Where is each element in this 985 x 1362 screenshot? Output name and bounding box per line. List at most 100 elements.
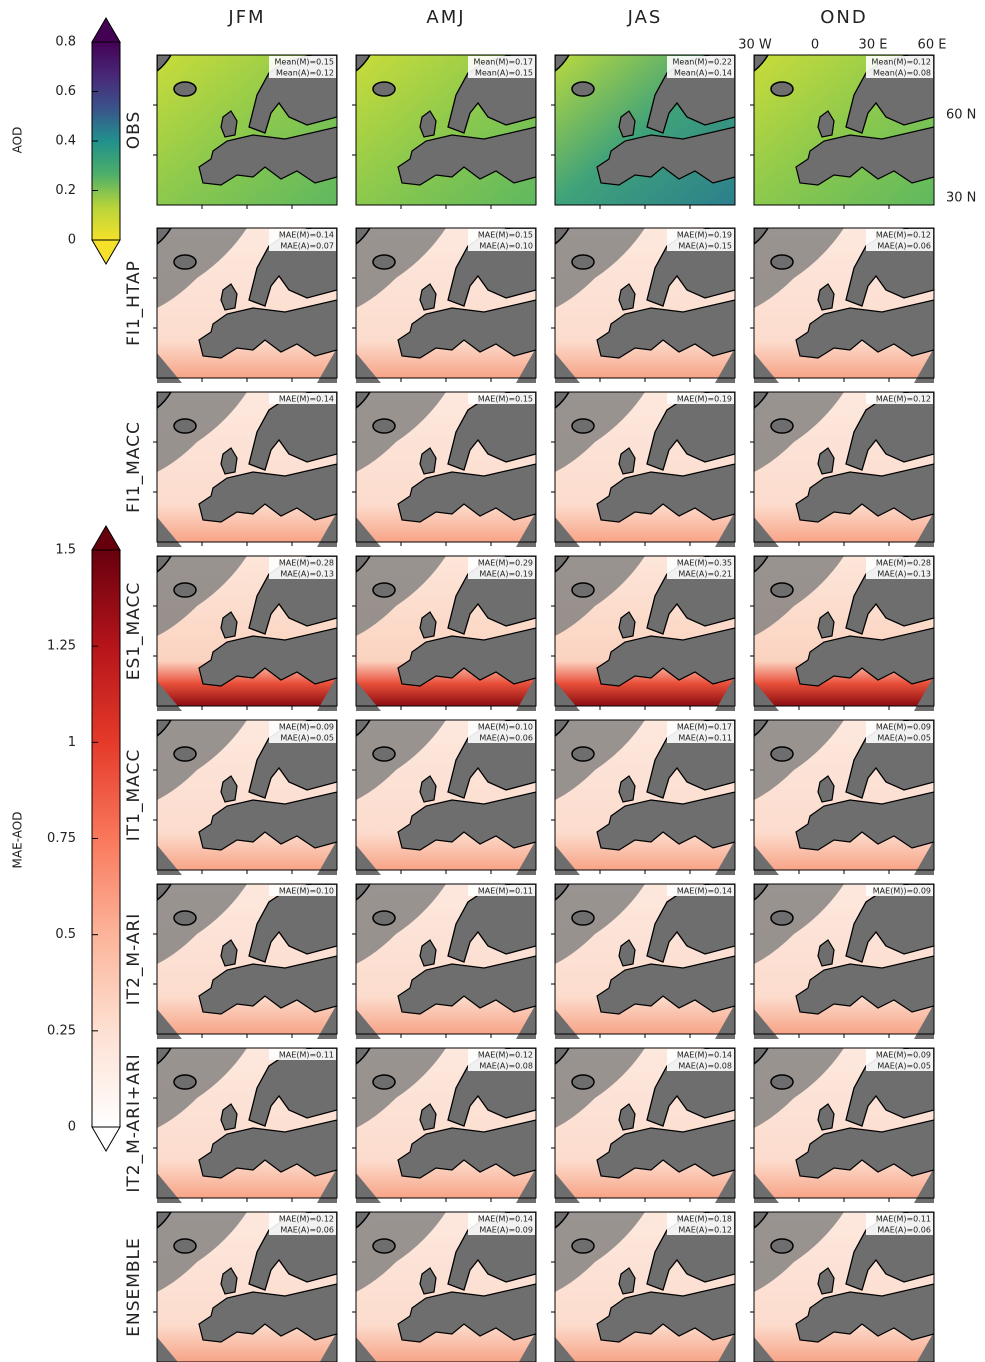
domain-edge (356, 840, 536, 875)
domain-edge (555, 348, 735, 383)
map-content (356, 55, 536, 205)
stats-label: MAE(A)=0.07 (280, 242, 334, 251)
longitude-label: 60 E (918, 38, 947, 53)
colorbar-tick-label: 0.5 (55, 927, 76, 942)
stats-box (667, 56, 734, 78)
latitude-label: 60 N (946, 108, 976, 123)
domain-edge (157, 1004, 337, 1039)
colorbar-tick-label: 1.25 (47, 639, 76, 654)
domain-edge (555, 1168, 735, 1203)
stats-label: MAE(M)=0.18 (677, 1215, 732, 1224)
domain-edge (555, 676, 735, 711)
map-panel: MAE(M)=0.12 MAE(A)=0.06 (153, 1211, 338, 1362)
stats-label: MAE(M)=0.12 (279, 1215, 334, 1224)
stats-label: MAE(A)=0.12 (678, 1226, 732, 1235)
colorbar-extend-bottom (91, 239, 121, 265)
map-content (157, 1212, 337, 1362)
domain-edge (356, 1004, 536, 1039)
map-content (754, 228, 934, 383)
map-content (555, 884, 735, 1039)
no-data-area (157, 1212, 247, 1292)
map-content (356, 1212, 536, 1362)
colorbar-extend-top (91, 17, 121, 43)
stats-box (468, 721, 535, 743)
row-title: IT2_M-ARI (124, 913, 144, 1006)
stats-label: MAE(M)=0.11 (279, 1051, 334, 1060)
no-data-area (157, 884, 247, 964)
map-panel: Mean(M)=0.17 Mean(A)=0.15 (352, 54, 537, 209)
no-data-area (754, 884, 844, 964)
domain-edge (754, 676, 934, 711)
stats-label: MAE(M)=0.09 (876, 1051, 931, 1060)
domain-edge (754, 1004, 934, 1039)
map-content (754, 1048, 934, 1203)
stats-label: MAE(M)=0.14 (677, 887, 732, 896)
panel-grid: JFM AMJ JAS OND 30 W 0 30 E 60 E 60 N 30 N OBS Mean… (11, 7, 976, 1362)
map-panel: MAE(M)=0.28 MAE(A)=0.13 (750, 555, 935, 711)
map-panel: MAE(M)=0.09 MAE(A)=0.05 (750, 719, 935, 875)
map-panel: MAE(M)=0.14 MAE(A)=0.08 (551, 1047, 736, 1203)
map-content (157, 55, 337, 205)
map-panel: MAE(M)=0.11 (352, 883, 537, 1039)
map-content (555, 392, 735, 547)
map-panel: MAE(M)=0.29 MAE(A)=0.19 (352, 555, 537, 711)
domain-edge (754, 1332, 934, 1362)
no-data-area (157, 720, 247, 800)
map-content (157, 556, 337, 711)
no-data-area (555, 720, 645, 800)
domain-edge (157, 1332, 337, 1362)
colorbar-label: MAE-AOD (11, 812, 25, 869)
no-data-area (157, 228, 247, 308)
colorbar-tick-label: 1 (68, 735, 76, 750)
map-panel: MAE(M)=0.14 MAE(A)=0.07 (153, 227, 338, 383)
stats-label: MAE(M)=0.11 (876, 1215, 931, 1224)
stats-box (269, 1049, 336, 1060)
map-panel: MAE(M)=0.15 MAE(A)=0.10 (352, 227, 537, 383)
row-title: IT1_MACC (124, 749, 144, 841)
row-title: ENSEMBLE (124, 1237, 144, 1337)
map-panel: MAE(M)=0.14 (153, 391, 338, 547)
stats-box (468, 56, 535, 78)
stats-box (866, 1213, 933, 1235)
stats-box (468, 393, 535, 404)
no-data-area (754, 556, 844, 636)
stats-box (269, 56, 336, 78)
stats-label: MAE(M)=0.28 (876, 559, 931, 568)
no-data-area (555, 228, 645, 308)
stats-label: MAE(M)=0.14 (279, 231, 334, 240)
map-content (356, 556, 536, 711)
colorbar-tick-label: 1.5 (55, 543, 76, 558)
map-content (157, 1048, 337, 1203)
stats-label: Mean(M)=0.12 (872, 58, 931, 67)
map-panel: MAE(M)=0.12 MAE(A)=0.06 (750, 227, 935, 383)
stats-label: MAE(A)=0.10 (479, 242, 533, 251)
map-panel: MAE(M)=0.10 (153, 883, 338, 1039)
domain-edge (555, 1004, 735, 1039)
domain-edge (356, 348, 536, 383)
colorbar-tick-label: 0.4 (55, 134, 76, 149)
no-data-area (754, 228, 844, 308)
domain-edge (754, 512, 934, 547)
stats-box (269, 393, 336, 404)
domain-edge (555, 512, 735, 547)
domain-edge (754, 840, 934, 875)
stats-label: MAE(M)=0.19 (677, 395, 732, 404)
longitude-label: 0 (811, 38, 819, 53)
domain-edge (356, 1332, 536, 1362)
map-panel: MAE(M)=0.28 MAE(A)=0.13 (153, 555, 338, 711)
stats-box (269, 229, 336, 251)
stats-box (667, 557, 734, 579)
stats-label: MAE(M)=0.19 (677, 231, 732, 240)
stats-label: MAE(M)=0.29 (478, 559, 533, 568)
map-panel: MAE(M)=0.19 (551, 391, 736, 547)
column-title: AMJ (426, 7, 465, 28)
map-content (555, 55, 735, 205)
stats-label: MAE(M)=0.12 (876, 395, 931, 404)
domain-edge (157, 1168, 337, 1203)
stats-box (866, 56, 933, 78)
row-title: FI1_MACC (124, 421, 144, 513)
map-content (157, 884, 337, 1039)
map-panel: MAE(M)=0.11 MAE(A)=0.06 (750, 1211, 935, 1362)
map-panel: MAE(M)=0.18 MAE(A)=0.12 (551, 1211, 736, 1362)
map-panel: MAE(M)=0.35 MAE(A)=0.21 (551, 555, 736, 711)
